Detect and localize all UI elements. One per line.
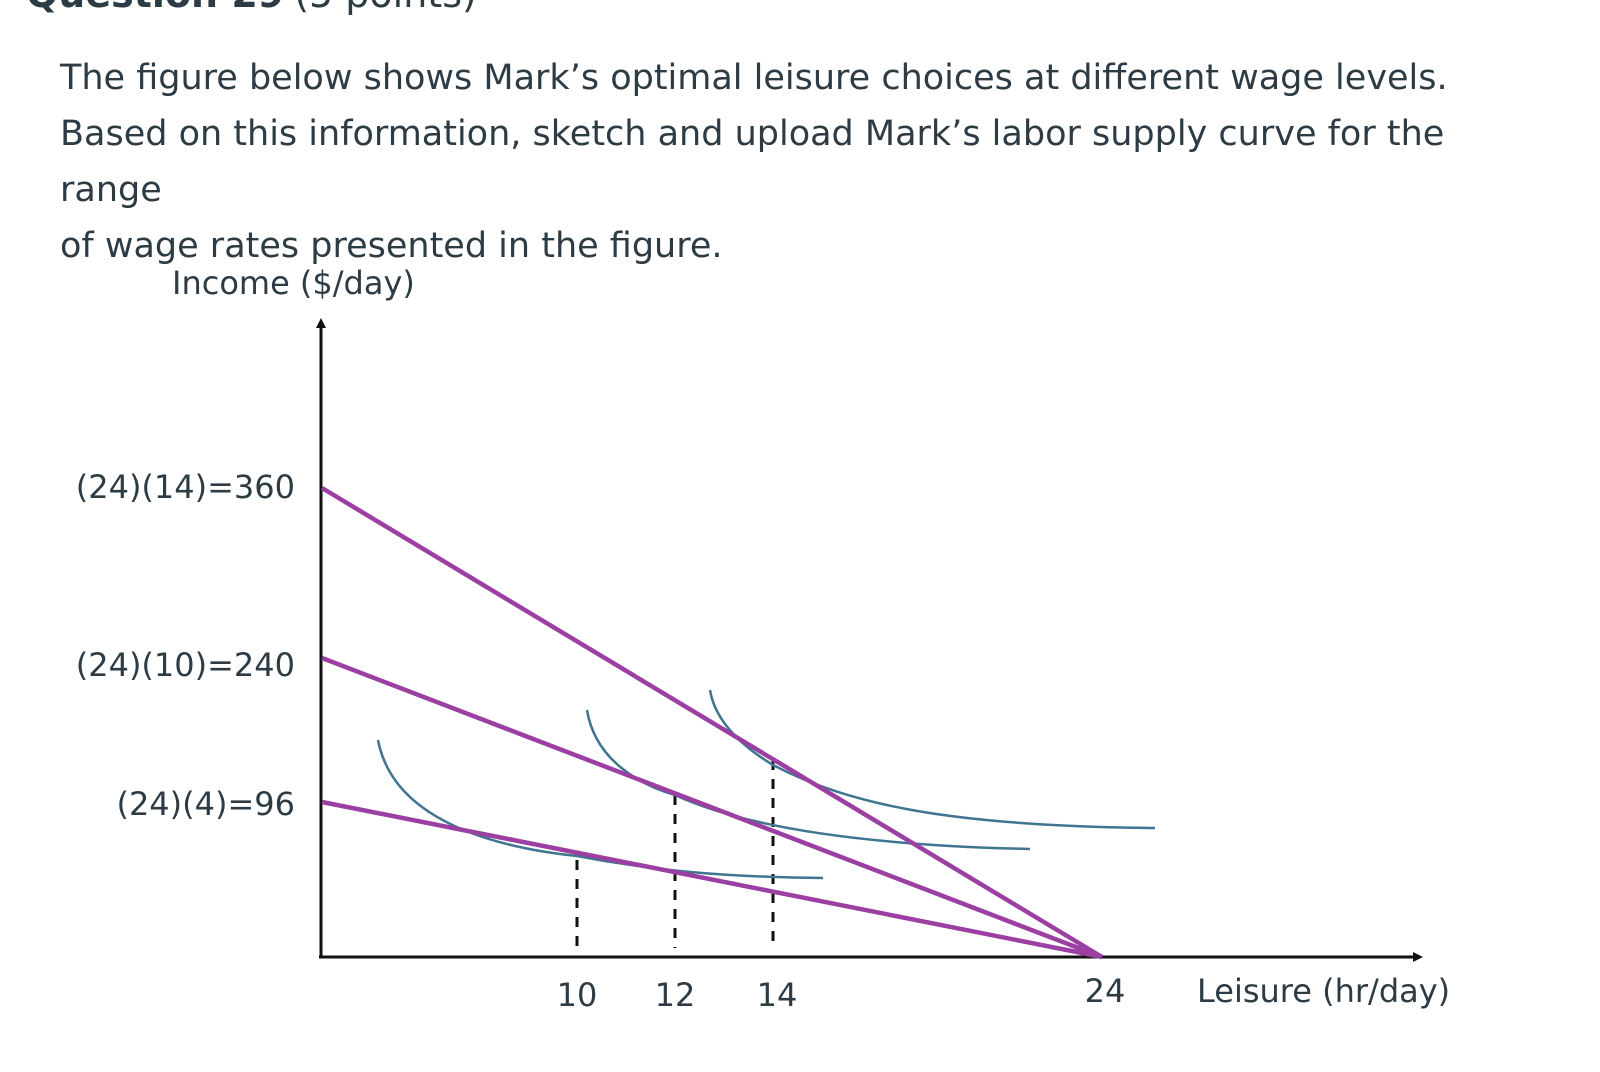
question-header: Question 29 (5 points) bbox=[26, 0, 477, 16]
y-tick-label-96: (24)(4)=96 bbox=[116, 785, 295, 823]
x-tick-label-10: 10 bbox=[557, 976, 598, 1014]
budget-line-wage-10 bbox=[321, 655, 1103, 960]
x-tick-label-24: 24 bbox=[1085, 972, 1126, 1010]
y-tick-label-240: (24)(10)=240 bbox=[76, 646, 295, 684]
y-axis-label: Income ($/day) bbox=[172, 264, 415, 302]
question-line-1: The figure below shows Mark’s optimal le… bbox=[60, 58, 1448, 98]
question-text: The figure below shows Mark’s optimal le… bbox=[60, 50, 1540, 274]
x-axis-label: Leisure (hr/day) bbox=[1197, 972, 1450, 1010]
budget-line-wage-4 bbox=[321, 799, 1103, 960]
question-points: (5 points) bbox=[294, 0, 477, 16]
indifference-curve-low bbox=[376, 739, 824, 880]
x-tick-label-12: 12 bbox=[655, 976, 696, 1014]
x-tick-label-14: 14 bbox=[757, 976, 798, 1014]
budget-line-wage-14 bbox=[320, 486, 1104, 959]
y-tick-label-360: (24)(14)=360 bbox=[76, 468, 295, 506]
question-line-2: Based on this information, sketch and up… bbox=[60, 114, 1445, 210]
question-title: Question 29 bbox=[26, 0, 284, 16]
question-line-3: of wage rates presented in the figure. bbox=[60, 226, 723, 266]
